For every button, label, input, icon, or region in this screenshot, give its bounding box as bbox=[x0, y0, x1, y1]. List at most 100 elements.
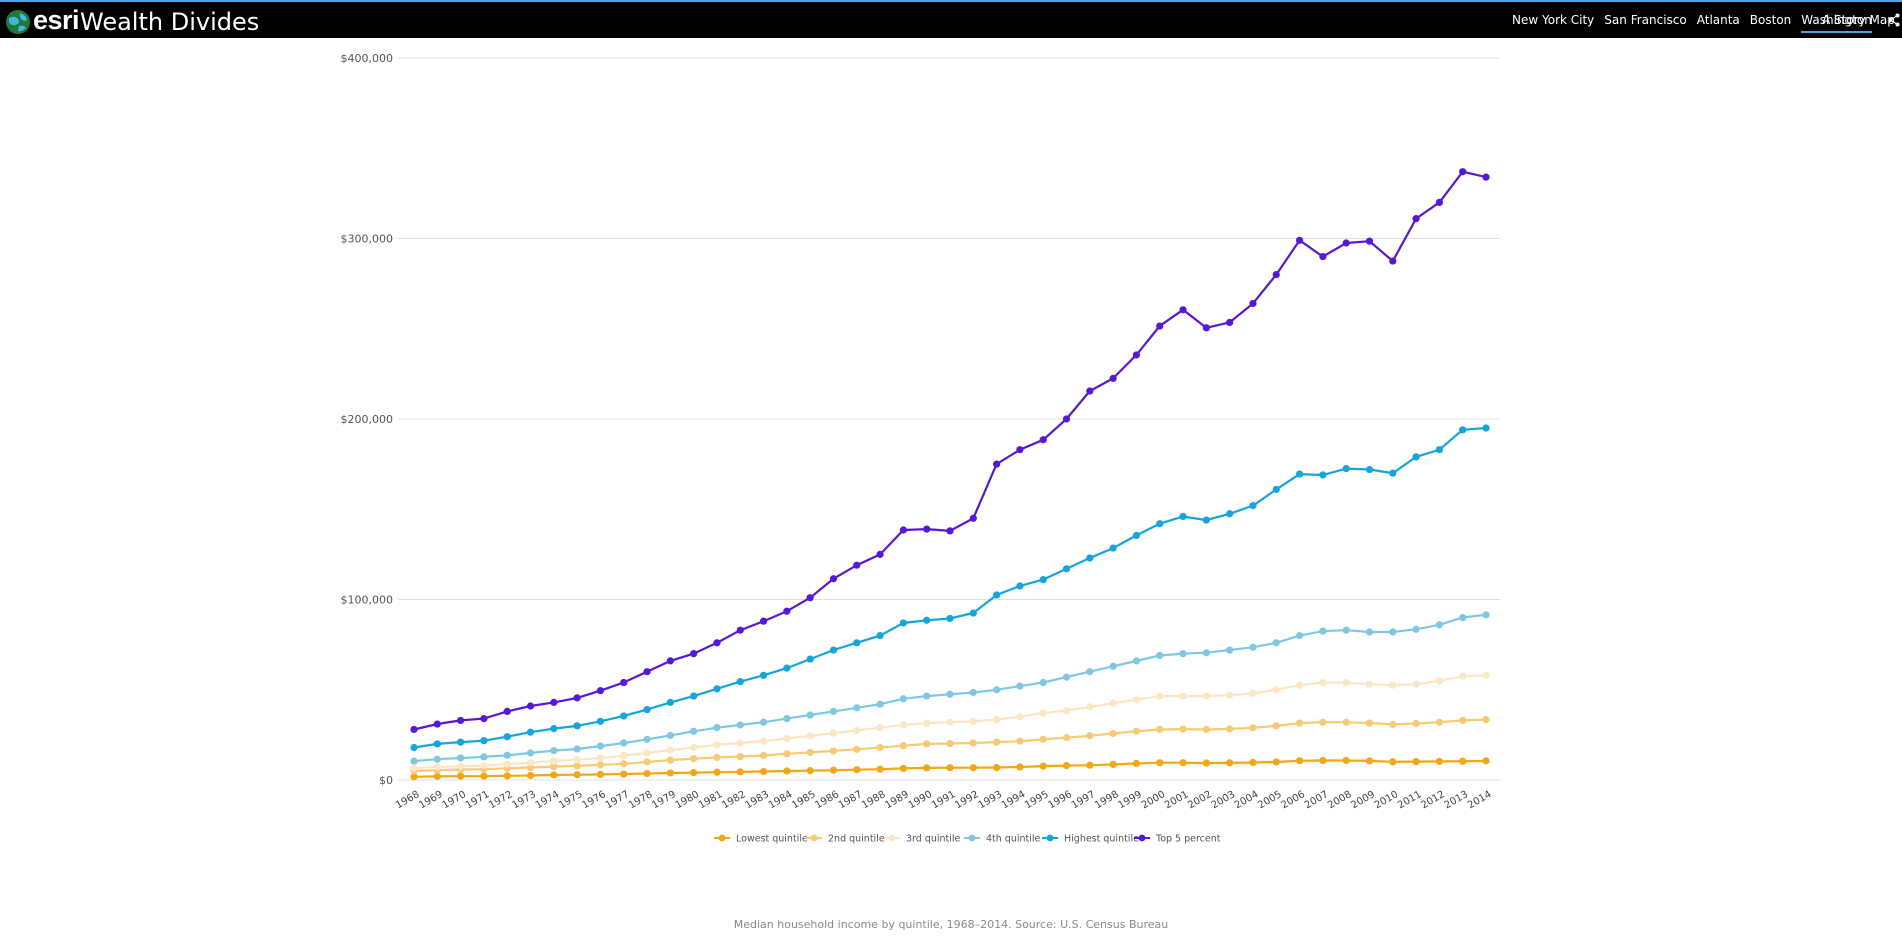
nav-item-washington[interactable]: Washington bbox=[1801, 13, 1872, 33]
data-point[interactable] bbox=[923, 740, 931, 748]
data-point[interactable] bbox=[736, 626, 744, 634]
data-point[interactable] bbox=[690, 755, 698, 763]
data-point[interactable] bbox=[1202, 759, 1210, 767]
data-point[interactable] bbox=[643, 758, 651, 766]
data-point[interactable] bbox=[1295, 470, 1304, 478]
data-point[interactable] bbox=[410, 773, 418, 781]
data-point[interactable] bbox=[1179, 512, 1187, 521]
data-point[interactable] bbox=[1226, 510, 1234, 518]
data-point[interactable] bbox=[1086, 554, 1094, 562]
data-point[interactable] bbox=[1109, 662, 1117, 670]
data-point[interactable] bbox=[410, 725, 418, 734]
data-point[interactable] bbox=[1109, 699, 1117, 707]
data-point[interactable] bbox=[1179, 692, 1187, 700]
data-point[interactable] bbox=[1016, 713, 1024, 721]
data-point[interactable] bbox=[1132, 727, 1141, 735]
data-point[interactable] bbox=[923, 616, 931, 624]
data-point[interactable] bbox=[620, 712, 628, 720]
data-point[interactable] bbox=[876, 765, 884, 773]
data-point[interactable] bbox=[457, 716, 465, 725]
data-point[interactable] bbox=[759, 767, 768, 776]
data-point[interactable] bbox=[1132, 531, 1141, 540]
data-point[interactable] bbox=[1319, 627, 1327, 635]
data-point[interactable] bbox=[503, 707, 511, 716]
data-point[interactable] bbox=[1365, 680, 1374, 688]
data-point[interactable] bbox=[1249, 502, 1257, 510]
data-point[interactable] bbox=[1435, 757, 1443, 766]
data-point[interactable] bbox=[1132, 696, 1141, 704]
data-point[interactable] bbox=[550, 698, 558, 706]
data-point[interactable] bbox=[1459, 426, 1467, 434]
data-point[interactable] bbox=[1272, 271, 1280, 279]
data-point[interactable] bbox=[946, 527, 954, 535]
data-point[interactable] bbox=[1062, 565, 1071, 573]
data-point[interactable] bbox=[853, 745, 861, 753]
data-point[interactable] bbox=[1039, 709, 1047, 717]
data-point[interactable] bbox=[1272, 639, 1280, 647]
data-point[interactable] bbox=[1039, 735, 1047, 743]
data-point[interactable] bbox=[1109, 760, 1117, 769]
data-point[interactable] bbox=[1272, 722, 1280, 730]
data-point[interactable] bbox=[1319, 471, 1327, 479]
data-point[interactable] bbox=[480, 761, 488, 770]
data-point[interactable] bbox=[433, 772, 441, 780]
data-point[interactable] bbox=[1482, 611, 1490, 619]
data-point[interactable] bbox=[620, 770, 628, 778]
data-point[interactable] bbox=[1249, 724, 1257, 732]
data-point[interactable] bbox=[829, 729, 838, 737]
data-point[interactable] bbox=[806, 767, 814, 775]
data-point[interactable] bbox=[1435, 621, 1443, 629]
data-point[interactable] bbox=[666, 731, 674, 740]
data-point[interactable] bbox=[1202, 649, 1210, 657]
data-point[interactable] bbox=[1482, 424, 1490, 432]
data-point[interactable] bbox=[480, 753, 488, 761]
data-point[interactable] bbox=[620, 739, 628, 747]
data-point[interactable] bbox=[876, 550, 884, 558]
data-point[interactable] bbox=[759, 617, 768, 625]
data-point[interactable] bbox=[596, 687, 605, 695]
data-point[interactable] bbox=[1039, 576, 1047, 584]
data-point[interactable] bbox=[1272, 485, 1280, 493]
data-point[interactable] bbox=[713, 724, 721, 732]
data-point[interactable] bbox=[899, 721, 907, 729]
data-point[interactable] bbox=[1365, 757, 1374, 765]
data-point[interactable] bbox=[1319, 718, 1327, 726]
data-point[interactable] bbox=[1295, 236, 1304, 244]
data-point[interactable] bbox=[1482, 173, 1490, 181]
data-point[interactable] bbox=[1459, 757, 1467, 765]
data-point[interactable] bbox=[1389, 720, 1397, 729]
data-point[interactable] bbox=[1459, 672, 1467, 680]
data-point[interactable] bbox=[759, 718, 768, 726]
data-point[interactable] bbox=[1086, 668, 1094, 676]
data-point[interactable] bbox=[596, 761, 605, 769]
legend-item[interactable]: Top 5 percent bbox=[1134, 834, 1221, 845]
data-point[interactable] bbox=[480, 737, 488, 745]
data-point[interactable] bbox=[713, 639, 721, 647]
data-point[interactable] bbox=[899, 619, 907, 627]
data-point[interactable] bbox=[829, 747, 838, 755]
data-point[interactable] bbox=[806, 655, 814, 663]
data-point[interactable] bbox=[410, 764, 418, 772]
data-point[interactable] bbox=[969, 717, 977, 725]
data-point[interactable] bbox=[526, 728, 535, 736]
data-point[interactable] bbox=[923, 692, 931, 700]
data-point[interactable] bbox=[1435, 446, 1443, 454]
data-point[interactable] bbox=[620, 678, 628, 687]
data-point[interactable] bbox=[550, 763, 558, 771]
data-point[interactable] bbox=[410, 743, 418, 752]
data-point[interactable] bbox=[783, 750, 791, 758]
data-point[interactable] bbox=[1016, 763, 1024, 771]
data-point[interactable] bbox=[573, 745, 581, 753]
data-point[interactable] bbox=[1389, 469, 1397, 477]
data-point[interactable] bbox=[969, 739, 977, 747]
data-point[interactable] bbox=[690, 650, 698, 658]
data-point[interactable] bbox=[969, 609, 977, 617]
data-point[interactable] bbox=[736, 752, 744, 761]
data-point[interactable] bbox=[690, 692, 698, 700]
data-point[interactable] bbox=[1226, 318, 1234, 327]
data-point[interactable] bbox=[690, 727, 698, 735]
data-point[interactable] bbox=[876, 743, 884, 752]
data-point[interactable] bbox=[1179, 650, 1187, 658]
data-point[interactable] bbox=[1295, 681, 1304, 689]
legend-item[interactable]: Highest quintile bbox=[1042, 834, 1139, 845]
